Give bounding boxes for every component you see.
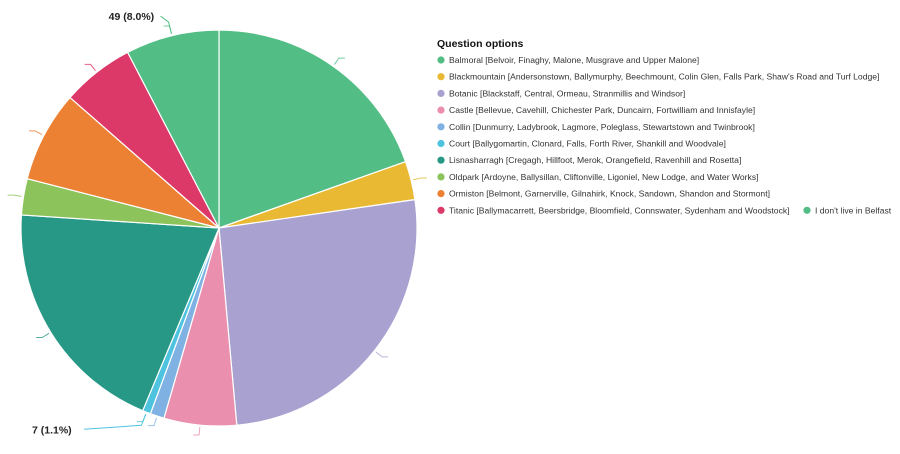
leader-line [193, 427, 201, 436]
pie-slice [126, 29, 220, 229]
legend-swatch [437, 139, 445, 148]
legend-swatch [437, 106, 445, 114]
legend-swatch [437, 73, 445, 81]
legend-item: Blackmountain [Andersonstown, Ballymurph… [449, 72, 879, 82]
leader-line [36, 332, 50, 338]
legend-item: Castle [Bellevue, Cavehill, Chichester P… [449, 105, 755, 115]
pie-slice [218, 198, 418, 426]
leader-lines [7, 15, 427, 436]
legend-swatch [437, 173, 445, 181]
leader-line [7, 194, 22, 197]
legend-swatch [437, 156, 445, 164]
legend-swatch [437, 206, 445, 214]
leader-line [375, 351, 389, 358]
leader-line [84, 63, 96, 72]
legend-item: Ormiston [Belmont, Garnerville, Gilnahir… [449, 189, 770, 199]
pie-slice [218, 29, 407, 229]
pie-slices [20, 29, 418, 427]
data-label: 7 (1.1%) [32, 424, 72, 436]
legend-item: Collin [Dunmurry, Ladybrook, Lagmore, Po… [449, 122, 755, 132]
legend-item: Lisnasharragh [Cregagh, Hillfoot, Merok,… [449, 155, 741, 165]
legend: Question options Balmoral [Belvoir, Fina… [437, 38, 892, 215]
legend-item: I don't live in Belfast [815, 205, 892, 215]
legend-item: Court [Ballygomartin, Clonard, Falls, Fo… [449, 139, 726, 149]
data-label-leader [83, 413, 147, 430]
legend-title: Question options [437, 38, 523, 50]
legend-item: Titanic [Ballymacarrett, Beersbridge, Bl… [449, 205, 790, 215]
legend-item: Botanic [Blackstaff, Central, Ormeau, St… [449, 88, 685, 98]
data-label: 49 (8.0%) [109, 11, 155, 23]
legend-swatch [437, 56, 445, 64]
legend-item: Oldpark [Ardoyne, Ballysillan, Cliftonvi… [449, 172, 759, 182]
legend-swatch [437, 123, 445, 131]
legend-swatch [437, 89, 445, 97]
leader-line [412, 177, 427, 181]
leader-line [333, 57, 345, 65]
data-label-leader [160, 15, 172, 34]
leader-line [29, 130, 43, 136]
legend-swatch [803, 206, 811, 214]
leader-line [148, 417, 157, 427]
data-labels: 49 (8.0%) 7 (1.1%) [32, 11, 154, 436]
legend-item: Balmoral [Belvoir, Finaghy, Malone, Musg… [449, 55, 699, 65]
pie-slice [20, 214, 220, 412]
legend-swatch [437, 190, 445, 198]
